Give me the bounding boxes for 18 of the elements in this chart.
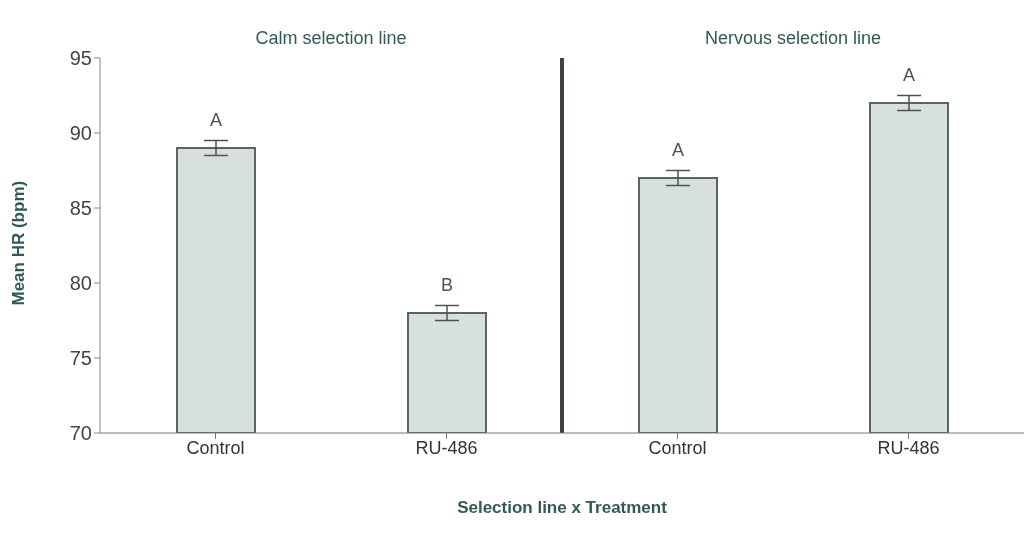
x-tick-label: RU-486	[415, 437, 478, 458]
data-label: B	[440, 275, 454, 295]
y-axis-title: Mean HR (bpm)	[9, 180, 29, 306]
text: Nervous selection line	[703, 28, 883, 49]
data-label: A	[671, 140, 685, 160]
y-tick-label: 80	[69, 272, 92, 295]
x-tick-label: Control	[186, 437, 245, 458]
x-axis-title: Selection line x Treatment	[457, 498, 668, 517]
y-tick-label: 95	[69, 47, 92, 70]
y-tick-label: 90	[69, 122, 92, 145]
data-label: A	[209, 110, 223, 130]
y-tick-label: 75	[69, 347, 92, 370]
text: Calm selection line	[254, 28, 408, 49]
data-label: A	[902, 65, 916, 85]
y-tick-label: 85	[69, 197, 92, 220]
y-tick-label: 70	[69, 422, 92, 445]
x-tick-label: RU-486	[877, 437, 940, 458]
x-tick-label: Control	[648, 437, 707, 458]
